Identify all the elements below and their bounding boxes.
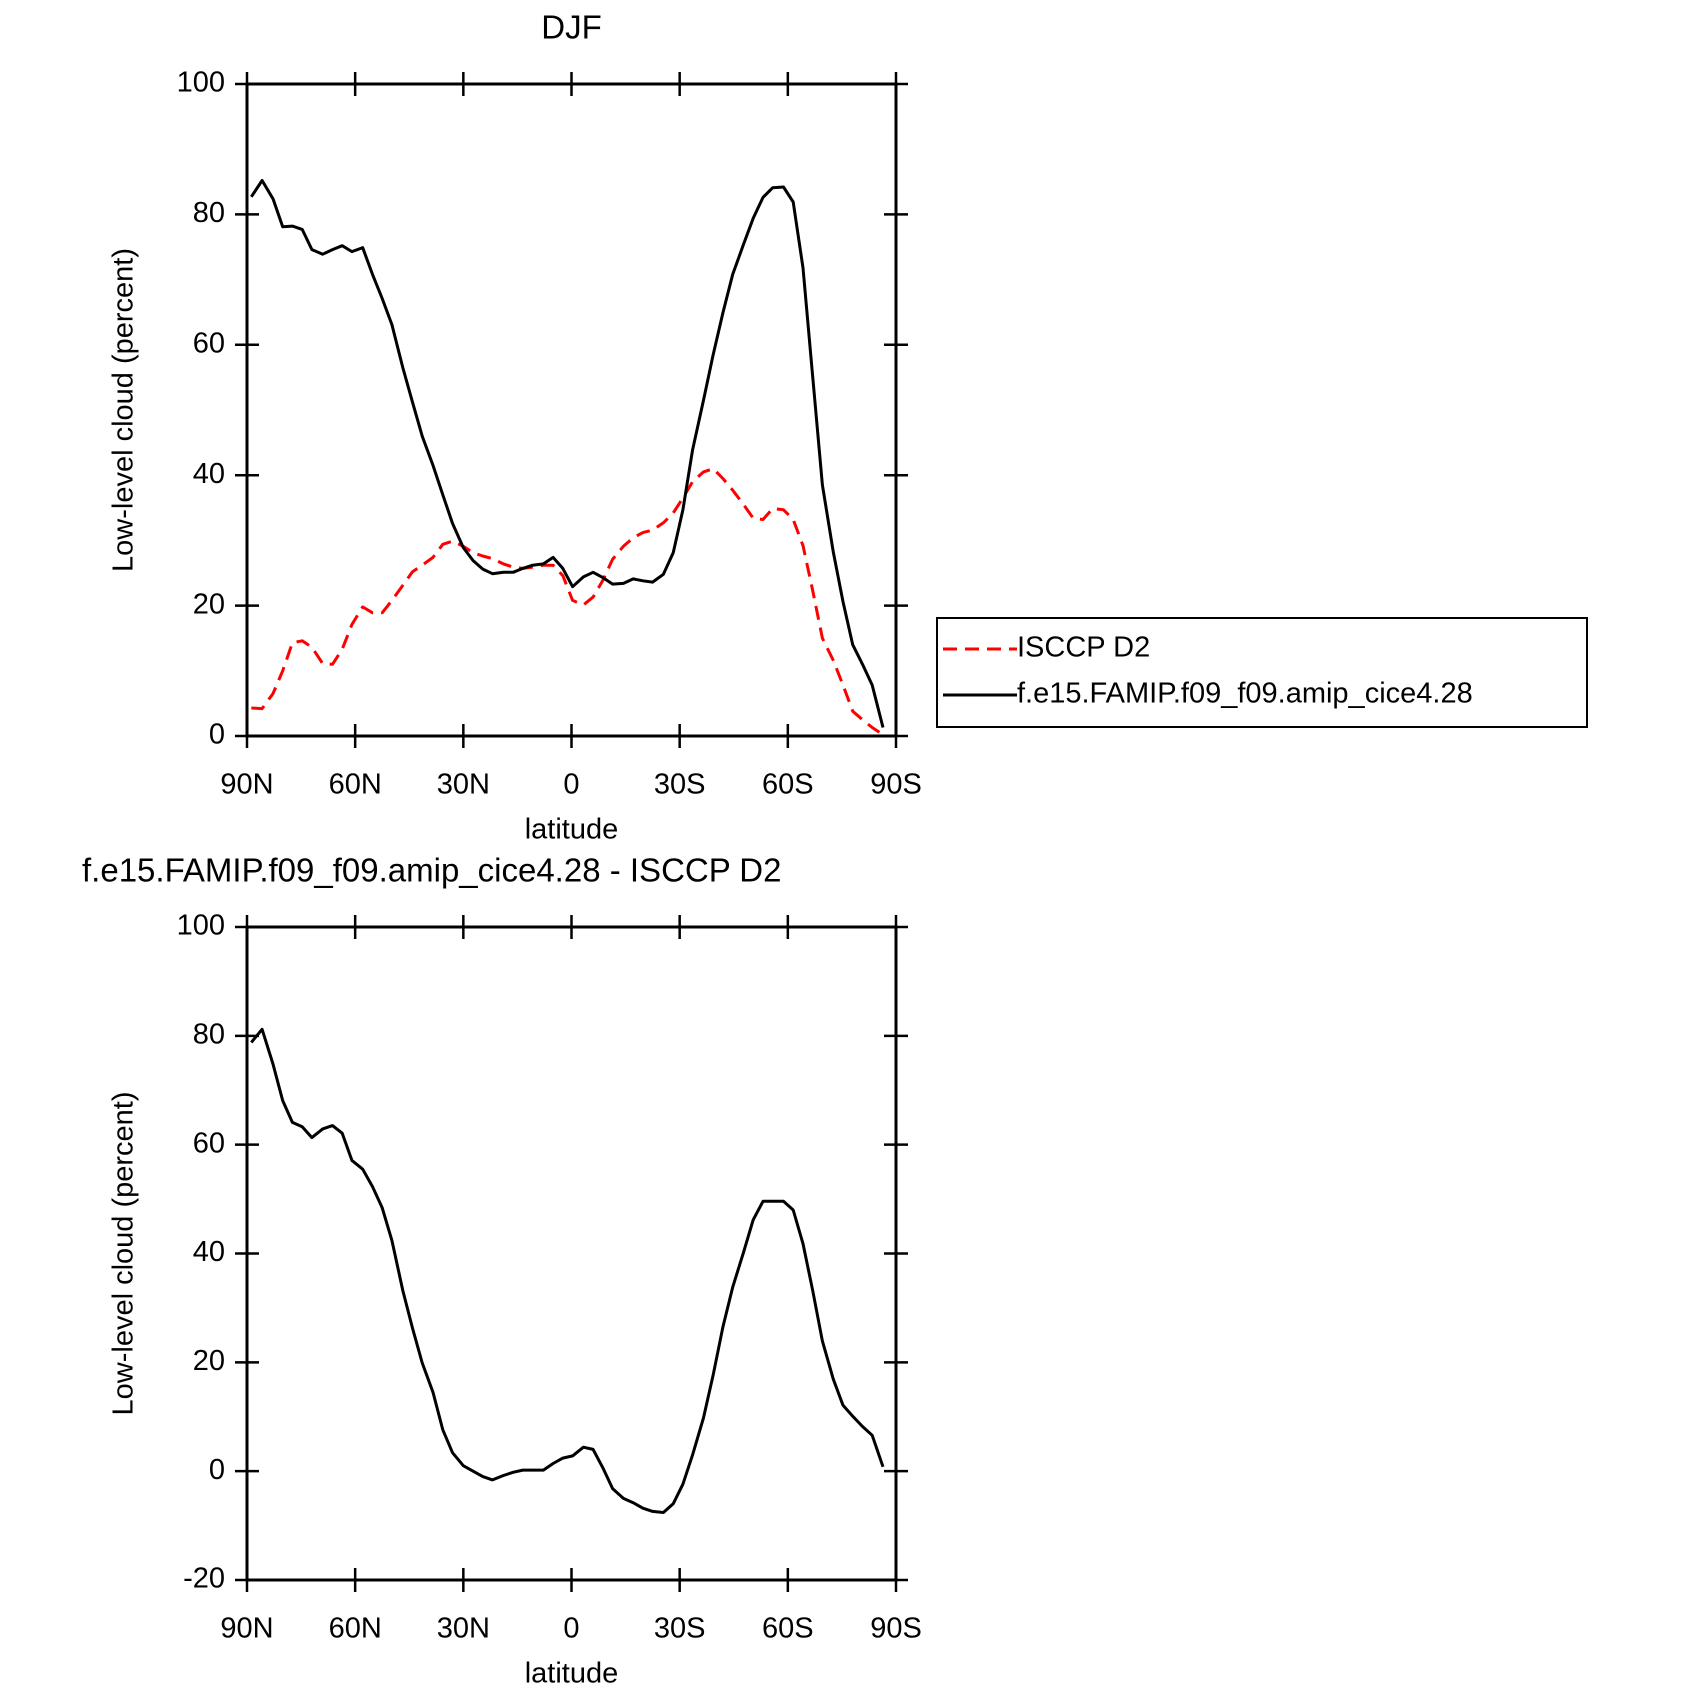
y-tick-label: 0 bbox=[209, 719, 225, 751]
x-tick-label: 30S bbox=[654, 769, 706, 801]
y-tick-label: 100 bbox=[177, 910, 225, 942]
y-tick-label: 0 bbox=[209, 1454, 225, 1486]
legend-label: ISCCP D2 bbox=[1017, 632, 1150, 664]
x-tick-label: 30N bbox=[437, 769, 490, 801]
chart-title: DJF bbox=[541, 9, 602, 46]
x-tick-label: 30N bbox=[437, 1613, 490, 1645]
chart-title: f.e15.FAMIP.f09_f09.amip_cice4.28 - ISCC… bbox=[82, 852, 782, 889]
x-tick-label: 90N bbox=[220, 769, 273, 801]
legend-label: f.e15.FAMIP.f09_f09.amip_cice4.28 bbox=[1017, 678, 1473, 710]
x-tick-label: 60S bbox=[762, 1613, 814, 1645]
x-tick-label: 30S bbox=[654, 1613, 706, 1645]
x-tick-label: 60N bbox=[329, 1613, 382, 1645]
x-tick-label: 90N bbox=[220, 1613, 273, 1645]
y-tick-label: 20 bbox=[193, 1345, 225, 1377]
y-tick-label: 80 bbox=[193, 197, 225, 229]
y-tick-label: 40 bbox=[193, 1236, 225, 1268]
y-tick-label: 60 bbox=[193, 327, 225, 359]
y-tick-label: 80 bbox=[193, 1018, 225, 1050]
x-tick-label: 90S bbox=[870, 1613, 922, 1645]
series-line bbox=[250, 179, 885, 728]
y-tick-label: 100 bbox=[177, 67, 225, 99]
legend-box bbox=[936, 617, 1588, 728]
series-line bbox=[250, 1027, 885, 1514]
y-tick-label: -20 bbox=[183, 1563, 225, 1595]
y-tick-label: 60 bbox=[193, 1127, 225, 1159]
x-tick-label: 0 bbox=[563, 1613, 579, 1645]
series-line bbox=[251, 467, 884, 736]
y-tick-label: 20 bbox=[193, 588, 225, 620]
y-axis-label: Low-level cloud (percent) bbox=[108, 248, 140, 572]
plot-frame bbox=[245, 925, 898, 1582]
x-tick-label: 0 bbox=[563, 769, 579, 801]
x-tick-label: 60S bbox=[762, 769, 814, 801]
x-tick-label: 60N bbox=[329, 769, 382, 801]
plot-frame bbox=[245, 82, 898, 738]
y-tick-label: 40 bbox=[193, 458, 225, 490]
y-axis-label: Low-level cloud (percent) bbox=[108, 1092, 140, 1416]
x-axis-label: latitude bbox=[525, 1658, 619, 1690]
x-axis-label: latitude bbox=[525, 814, 619, 846]
x-tick-label: 90S bbox=[870, 769, 922, 801]
